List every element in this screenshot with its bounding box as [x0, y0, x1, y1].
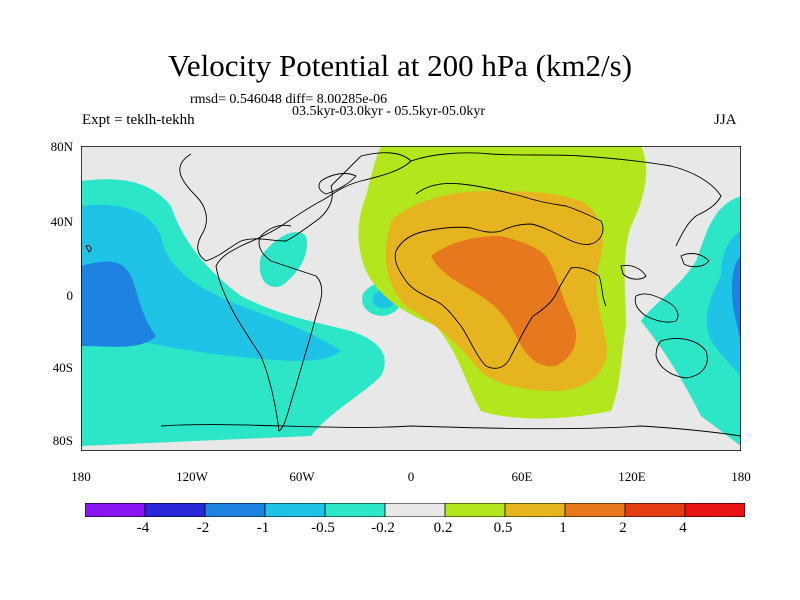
- colorbar-cell: [85, 503, 146, 517]
- colorbar-cell: [384, 503, 446, 517]
- stats-line: rmsd= 0.546048 diff= 8.00285e-06: [190, 92, 388, 107]
- lon-label-120w: 120W: [176, 469, 208, 484]
- west-pacific-contour-neg-05: [706, 231, 741, 376]
- colorbar-cell: [204, 503, 266, 517]
- west-pacific-contour-neg-02: [641, 196, 741, 446]
- lon-label-180e: 180: [731, 469, 751, 484]
- colorbar-label: 1: [559, 520, 567, 536]
- colorbar-label: -1: [256, 520, 270, 536]
- lat-label-80s: 80S: [52, 433, 73, 448]
- colorbar-cell: [564, 503, 626, 517]
- colorbar-cell: [684, 503, 745, 517]
- lat-label-40n: 40N: [50, 214, 73, 229]
- lon-label-0: 0: [407, 469, 415, 484]
- colorbar-cell: [144, 503, 206, 517]
- pacific-contour-neg-1: [81, 261, 156, 347]
- colorbar-label: -0.2: [371, 520, 395, 536]
- colorbar-label: -2: [196, 520, 210, 536]
- west-pacific-contour-neg-1: [731, 256, 741, 341]
- coastlines: [85, 152, 741, 437]
- lon-label-180w: 180: [71, 469, 91, 484]
- experiment-label: Expt = teklh-tekhh: [82, 112, 195, 128]
- lat-label-80n: 80N: [50, 139, 73, 154]
- colorbar-label: 4: [679, 520, 687, 536]
- season-label: JJA: [714, 112, 737, 128]
- colorbar-label: 2: [619, 520, 627, 536]
- lat-label-eq: 0: [66, 288, 74, 303]
- page-title: Velocity Potential at 200 hPa (km2/s): [167, 48, 633, 83]
- colorbar-cell: [504, 503, 566, 517]
- colorbar-label: 0.2: [433, 520, 453, 536]
- period-line: 03.5kyr-03.0kyr - 05.5kyr-05.0kyr: [292, 104, 486, 119]
- atlantic-contour-neg-02: [259, 232, 307, 287]
- velocity-potential-map: [81, 146, 741, 451]
- colorbar-label: 0.5: [493, 520, 513, 536]
- lon-label-60w: 60W: [289, 469, 315, 484]
- colorbar-label: -4: [136, 520, 150, 536]
- colorbar: [85, 503, 745, 517]
- lon-label-60e: 60E: [511, 469, 533, 484]
- africa-contour-pos-1b: [433, 248, 496, 276]
- colorbar-cell: [264, 503, 326, 517]
- colorbar-cell: [624, 503, 686, 517]
- lon-label-120e: 120E: [618, 469, 646, 484]
- lat-label-40s: 40S: [52, 360, 73, 375]
- colorbar-cell: [324, 503, 386, 517]
- colorbar-cell: [444, 503, 506, 517]
- colorbar-label: -0.5: [311, 520, 335, 536]
